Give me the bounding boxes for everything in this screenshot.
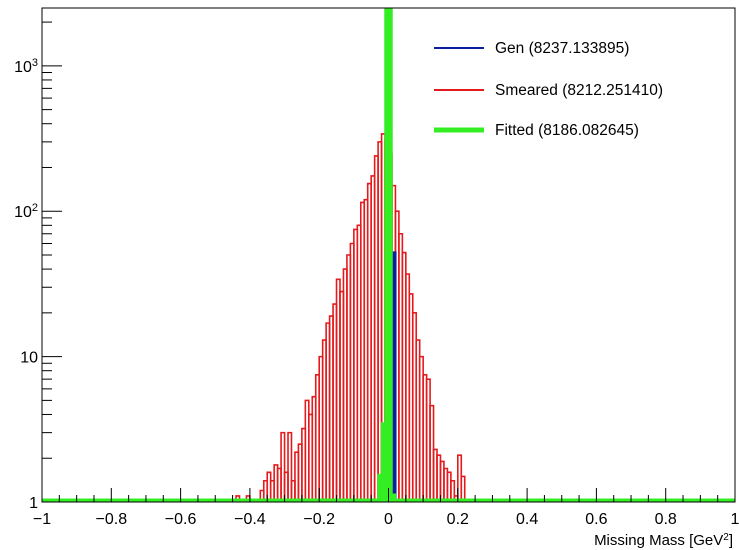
x-axis-label-superscript: 2 (723, 532, 729, 543)
x-tick-label: 0.6 (585, 511, 607, 528)
x-tick-label: −0.4 (234, 511, 266, 528)
histogram-bin (287, 431, 293, 502)
x-tick-label: −1 (33, 511, 51, 528)
x-tick-label: −0.6 (165, 511, 197, 528)
legend-entry-label: Smeared (8212.251410) (495, 82, 663, 99)
histogram-bin (460, 475, 466, 502)
histogram-bin (280, 431, 286, 502)
x-tick-label: 0 (384, 511, 393, 528)
y-tick-label: 10 (20, 350, 38, 367)
x-tick-label: 0.4 (516, 511, 538, 528)
histogram-bin (392, 251, 397, 502)
x-tick-label: 1 (731, 511, 739, 528)
legend-entry-label: Gen (8237.133895) (495, 40, 629, 57)
histogram-bin (384, 8, 393, 502)
legend: Gen (8237.133895) Smeared (8212.251410) Fi… (434, 40, 663, 139)
y-tick-label: 1 (29, 495, 38, 512)
y-tick-label: 102 (14, 202, 38, 221)
x-tick-label: 0.2 (447, 511, 469, 528)
histogram-bin (450, 479, 456, 502)
legend-entry-label: Fitted (8186.082645) (495, 122, 639, 139)
x-tick-label: 0.8 (655, 511, 677, 528)
y-tick-label: 103 (14, 57, 38, 76)
x-tick-label: −0.2 (303, 511, 335, 528)
x-axis-label: Missing Mass [GeV2] (594, 532, 733, 550)
x-tick-label: −0.8 (96, 511, 128, 528)
histogram-bin (387, 493, 397, 502)
